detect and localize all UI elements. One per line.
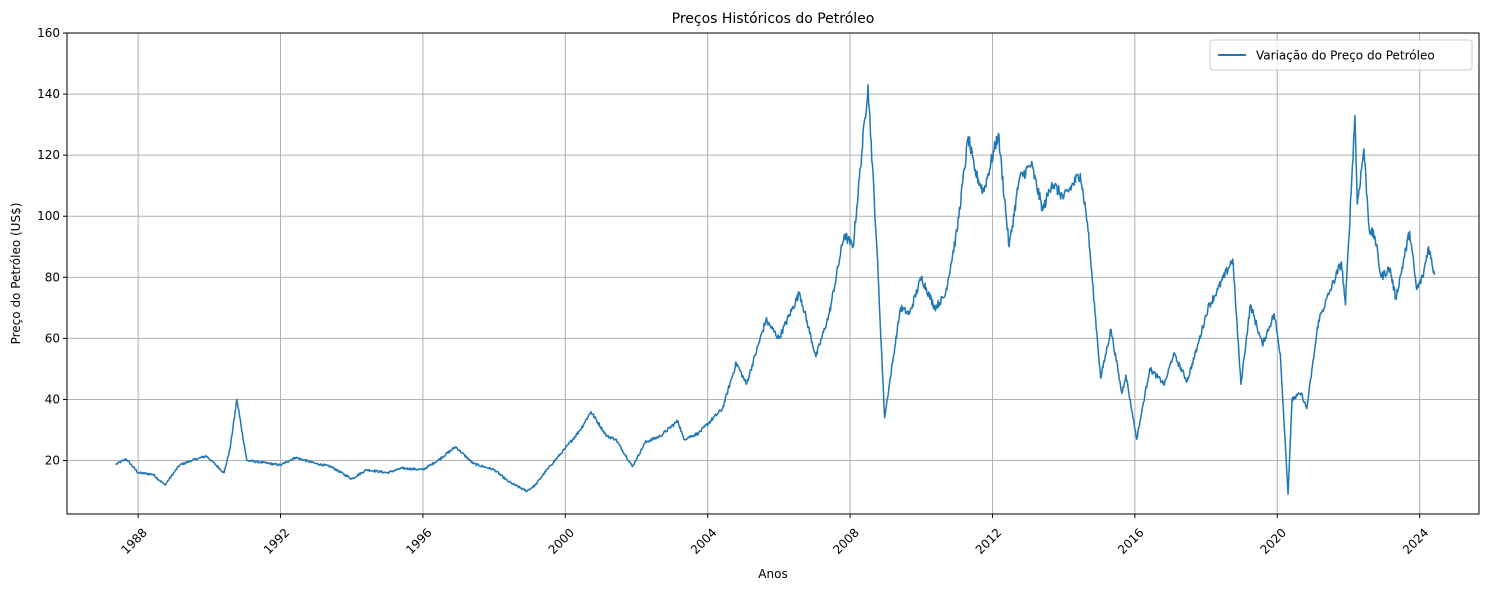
legend: Variação do Preço do Petróleo bbox=[1209, 39, 1473, 71]
y-tick-label: 100 bbox=[37, 209, 60, 223]
y-tick-label: 120 bbox=[37, 148, 60, 162]
plot-frame bbox=[66, 32, 1480, 515]
y-tick-label: 40 bbox=[45, 392, 60, 406]
series-line bbox=[115, 84, 1436, 495]
y-tick-label: 20 bbox=[45, 454, 60, 468]
legend-label: Variação do Preço do Petróleo bbox=[1256, 49, 1435, 63]
y-axis-label: Preço do Petróleo (US$) bbox=[9, 203, 23, 345]
legend-box bbox=[1209, 39, 1473, 71]
y-tick-label: 160 bbox=[37, 26, 60, 40]
chart-title: Preços Históricos do Petróleo bbox=[672, 11, 875, 27]
y-tick-label: 60 bbox=[45, 331, 60, 345]
series-layer bbox=[115, 84, 1436, 495]
y-axis: 20 40 60 80 100 120 140 160 bbox=[37, 26, 67, 468]
y-tick-label: 80 bbox=[45, 270, 60, 284]
y-tick-label: 140 bbox=[37, 87, 60, 101]
x-axis-label: Anos bbox=[758, 567, 787, 581]
